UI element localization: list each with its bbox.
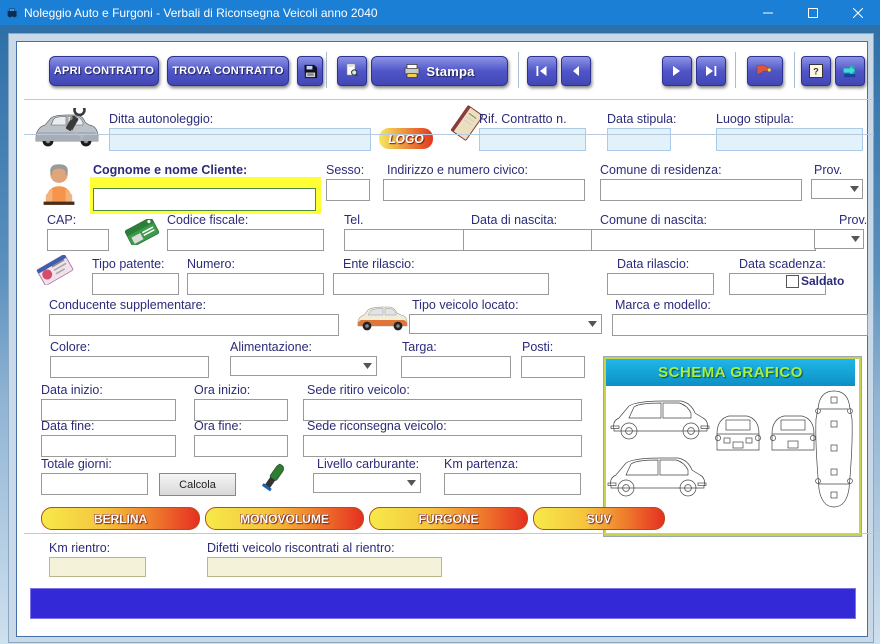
svg-text:?: ? [813, 67, 819, 77]
